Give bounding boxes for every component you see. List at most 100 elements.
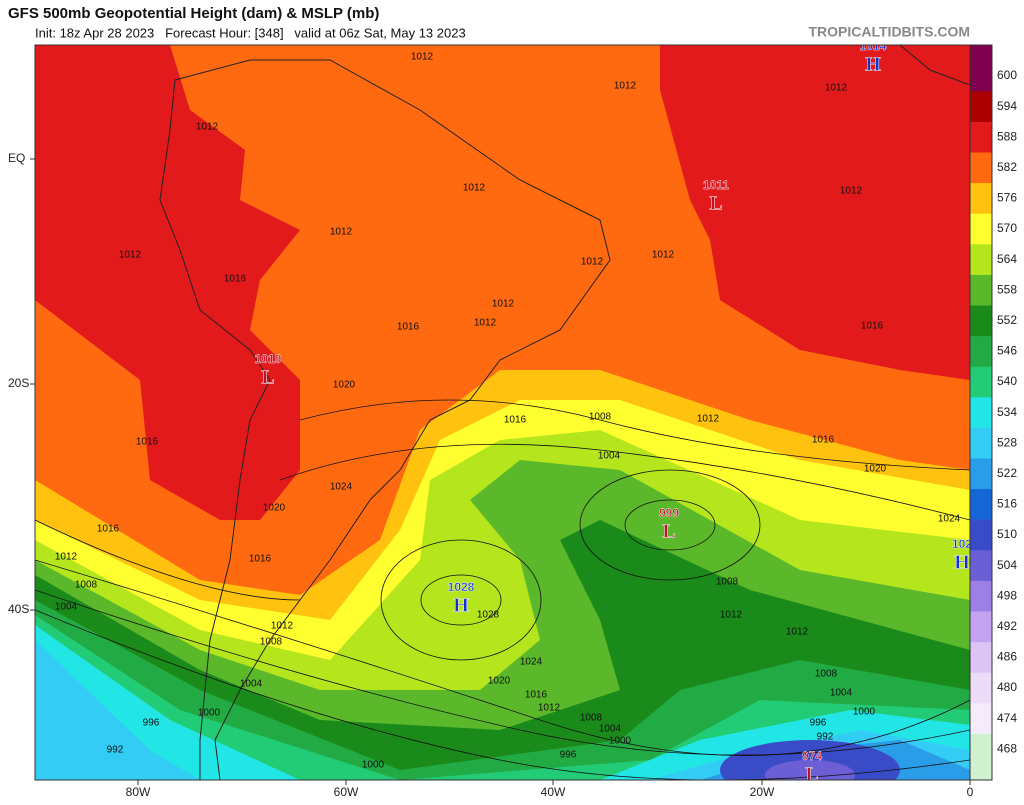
colorbar-swatch xyxy=(970,274,992,306)
subtitle: Init: 18z Apr 28 2023 Forecast Hour: [34… xyxy=(35,25,466,40)
center-letter: L xyxy=(662,521,675,543)
contour-label: 1008 xyxy=(589,412,612,423)
lon-label: 60W xyxy=(334,785,359,799)
contour-label: 1012 xyxy=(840,186,863,197)
contour-label: 1012 xyxy=(652,250,675,261)
colorbar-swatch xyxy=(970,305,992,337)
center-pressure: 1014 xyxy=(860,39,887,53)
colorbar-label: 534 xyxy=(997,405,1017,419)
isobars xyxy=(35,399,970,780)
height-band xyxy=(35,625,970,780)
colorbar-label: 558 xyxy=(997,282,1017,296)
contour-label: 1012 xyxy=(614,81,637,92)
center-pressure: 974 xyxy=(802,749,822,763)
contour-label: 996 xyxy=(810,718,827,729)
lon-label: 80W xyxy=(126,785,151,799)
colorbar-frame xyxy=(969,44,993,781)
lon-label: 0 xyxy=(967,785,974,799)
contour-label: 1000 xyxy=(362,760,385,771)
contour-label: 1012 xyxy=(697,414,720,425)
colorbar-swatch xyxy=(970,611,992,643)
coastline xyxy=(159,45,970,780)
contour-label: 996 xyxy=(143,718,160,729)
center-letter: H xyxy=(453,595,469,617)
contour-label: 1016 xyxy=(136,437,159,448)
colorbar-swatch xyxy=(970,366,992,398)
contour-label: 1000 xyxy=(609,736,632,747)
colorbar-label: 552 xyxy=(997,313,1017,327)
colorbar-label: 570 xyxy=(997,221,1017,235)
title: GFS 500mb Geopotential Height (dam) & MS… xyxy=(8,5,379,22)
center-letter: H xyxy=(865,54,881,76)
colorbar-swatch xyxy=(970,91,992,123)
contour-label: 1012 xyxy=(474,318,497,329)
colorbar-swatch xyxy=(970,244,992,276)
contour-label: 1000 xyxy=(853,707,876,718)
contour-label: 1004 xyxy=(599,724,622,735)
colorbar-swatch xyxy=(970,152,992,184)
colorbar-swatch xyxy=(970,121,992,153)
contour-label: 1016 xyxy=(397,322,420,333)
colorbar-label: 594 xyxy=(997,99,1017,113)
colorbar-swatch xyxy=(970,580,992,612)
center-pressure: 1019 xyxy=(255,352,282,366)
center-pressure: 102 xyxy=(952,537,972,551)
contour-label: 1012 xyxy=(330,227,353,238)
colorbar-swatch xyxy=(970,519,992,551)
colorbar-swatch xyxy=(970,397,992,429)
colorbar-swatch xyxy=(970,427,992,459)
colorbar-label: 600 xyxy=(997,68,1017,82)
colorbar-label: 474 xyxy=(997,711,1017,725)
height-band xyxy=(765,760,855,780)
contour-label: 1012 xyxy=(463,183,486,194)
contour-label: 1012 xyxy=(538,703,561,714)
lon-label: 20W xyxy=(750,785,775,799)
contour-label: 1016 xyxy=(97,524,120,535)
colorbar-swatch xyxy=(970,336,992,368)
contour-label: 1012 xyxy=(720,610,743,621)
colorbar: 600 594 588 582 576 570 564 558 552 546 540 534 528 5… xyxy=(969,44,1017,781)
center-pressure: 1028 xyxy=(448,580,475,594)
contour-label: 1012 xyxy=(786,627,809,638)
contour-label: 1024 xyxy=(938,514,961,525)
colorbar-label: 576 xyxy=(997,191,1017,205)
contour-label: 1000 xyxy=(198,708,221,719)
colorbar-label: 516 xyxy=(997,497,1017,511)
colorbar-swatch xyxy=(970,489,992,521)
colorbar-label: 468 xyxy=(997,741,1017,755)
contour-label: 1008 xyxy=(716,577,739,588)
contour-label: 1004 xyxy=(598,451,621,462)
colorbar-swatch xyxy=(970,183,992,215)
contour-label: 992 xyxy=(817,732,834,743)
colorbar-swatch xyxy=(970,733,992,780)
contour-label: 1024 xyxy=(520,657,543,668)
contour-label: 1016 xyxy=(504,415,527,426)
map: 1012 1012 1012 1012 1012 1012 1012 1012 1012 1012… xyxy=(35,39,972,780)
contour-label: 1012 xyxy=(581,257,604,268)
contour-label: 1028 xyxy=(477,610,500,621)
colorbar-swatch xyxy=(970,458,992,490)
colorbar-label: 546 xyxy=(997,344,1017,358)
colorbar-label: 498 xyxy=(997,588,1017,602)
contour-label: 1012 xyxy=(55,552,78,563)
height-band xyxy=(35,45,300,520)
contour-label: 1020 xyxy=(488,676,511,687)
contour-label: 1004 xyxy=(830,688,853,699)
colorbar-swatch xyxy=(970,672,992,704)
contour-label: 1012 xyxy=(196,122,219,133)
contour-label: 1004 xyxy=(240,679,263,690)
contour-label: 1016 xyxy=(861,321,884,332)
contour-label: 1008 xyxy=(75,580,98,591)
contour-label: 1020 xyxy=(333,380,356,391)
colorbar-swatch xyxy=(970,642,992,674)
center-letter: L xyxy=(709,193,722,215)
colorbar-label: 486 xyxy=(997,650,1017,664)
contour-label: 1008 xyxy=(815,669,838,680)
contour-label: 1020 xyxy=(263,503,286,514)
lat-label: EQ xyxy=(8,151,25,165)
contour-label: 1004 xyxy=(55,602,78,613)
colorbar-label: 588 xyxy=(997,129,1017,143)
axes: EQ 20S 40S 80W 60W 40W 20W 0 xyxy=(8,151,974,799)
